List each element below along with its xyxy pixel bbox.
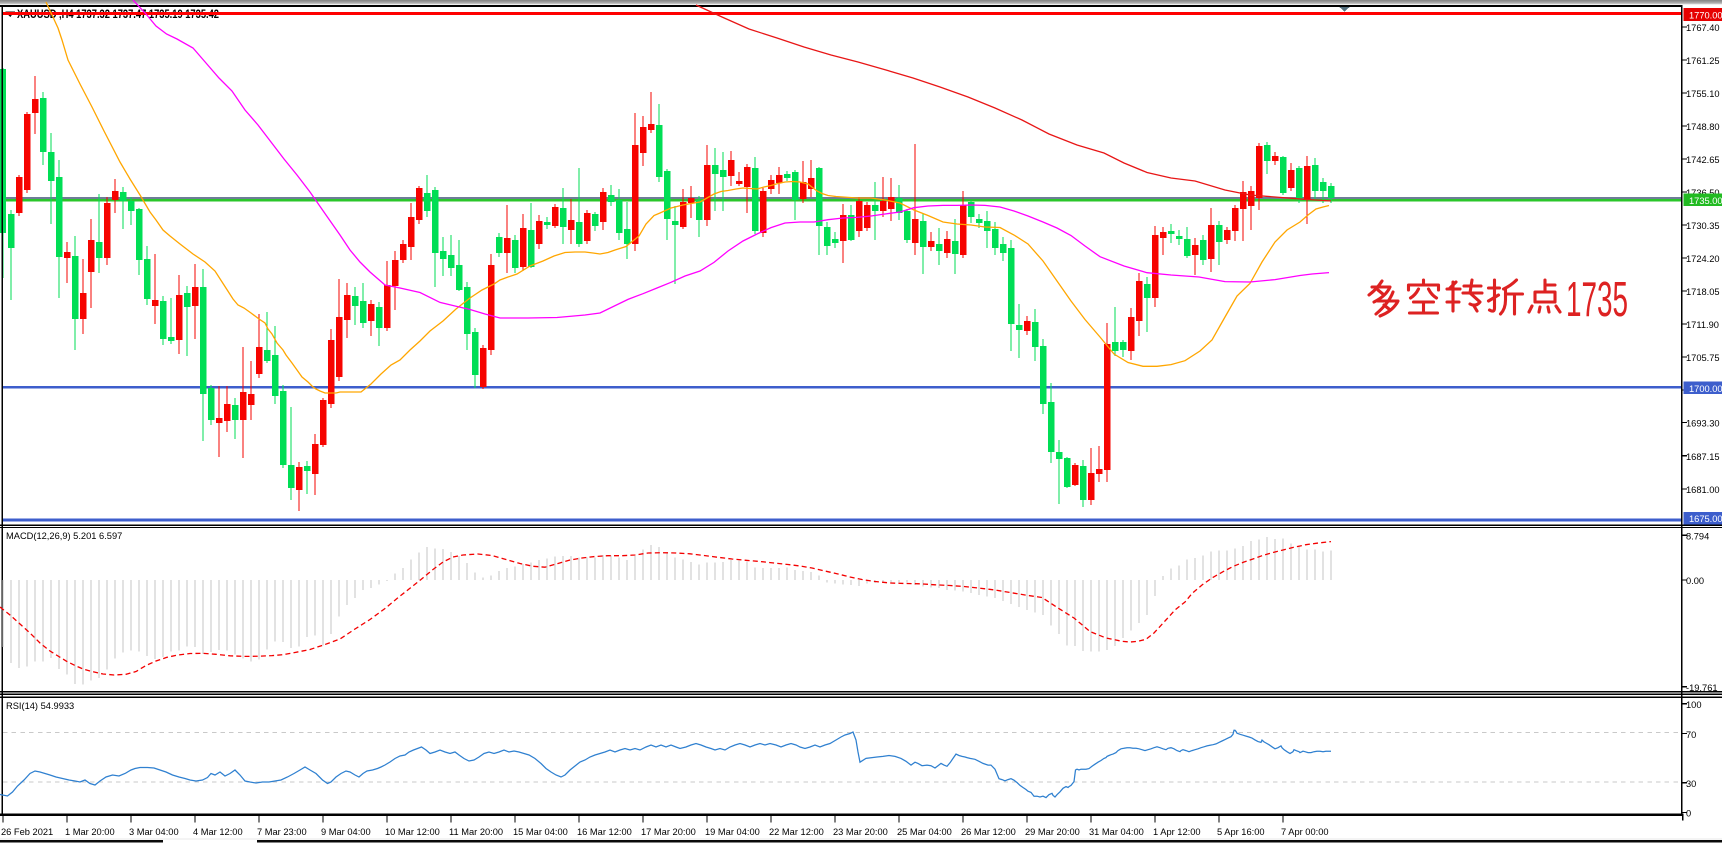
svg-text:29 Mar 20:00: 29 Mar 20:00: [1025, 827, 1080, 837]
svg-text:1767.40: 1767.40: [1686, 23, 1720, 33]
svg-text:26 Feb 2021: 26 Feb 2021: [1, 827, 53, 837]
svg-text:9 Mar 04:00: 9 Mar 04:00: [321, 827, 371, 837]
svg-text:1770.00: 1770.00: [1689, 11, 1722, 21]
svg-text:MACD(12,26,9) 5.201 6.597: MACD(12,26,9) 5.201 6.597: [6, 531, 122, 541]
svg-text:3 Mar 04:00: 3 Mar 04:00: [129, 827, 179, 837]
svg-text:1705.75: 1705.75: [1686, 353, 1720, 363]
svg-text:1718.05: 1718.05: [1686, 287, 1720, 297]
svg-text:11 Mar 20:00: 11 Mar 20:00: [449, 827, 503, 837]
svg-text:1 Mar 20:00: 1 Mar 20:00: [65, 827, 115, 837]
svg-text:1730.35: 1730.35: [1686, 221, 1720, 231]
svg-text:1675.00: 1675.00: [1689, 514, 1722, 524]
svg-text:19 Mar 04:00: 19 Mar 04:00: [705, 827, 760, 837]
svg-text:30: 30: [1686, 779, 1696, 789]
svg-text:1736.50: 1736.50: [1686, 188, 1720, 198]
svg-text:1735: 1735: [1566, 273, 1628, 327]
svg-text:16 Mar 12:00: 16 Mar 12:00: [577, 827, 632, 837]
svg-text:70: 70: [1686, 730, 1696, 740]
svg-text:1687.15: 1687.15: [1686, 452, 1720, 462]
svg-text:1735.00: 1735.00: [1689, 196, 1722, 206]
svg-text:100: 100: [1686, 700, 1702, 710]
svg-text:1755.10: 1755.10: [1686, 89, 1720, 99]
svg-text:1711.90: 1711.90: [1686, 320, 1719, 330]
svg-text:26 Mar 12:00: 26 Mar 12:00: [961, 827, 1016, 837]
svg-text:RSI(14) 54.9933: RSI(14) 54.9933: [6, 701, 74, 711]
svg-text:31 Mar 04:00: 31 Mar 04:00: [1089, 827, 1144, 837]
svg-text:22 Mar 12:00: 22 Mar 12:00: [769, 827, 824, 837]
svg-text:15 Mar 04:00: 15 Mar 04:00: [513, 827, 568, 837]
svg-text:1742.65: 1742.65: [1686, 155, 1720, 165]
svg-text:17 Mar 20:00: 17 Mar 20:00: [641, 827, 696, 837]
svg-text:10 Mar 12:00: 10 Mar 12:00: [385, 827, 440, 837]
svg-text:1761.25: 1761.25: [1686, 56, 1720, 66]
svg-text:25 Mar 04:00: 25 Mar 04:00: [897, 827, 952, 837]
svg-text:23 Mar 20:00: 23 Mar 20:00: [833, 827, 888, 837]
svg-text:-19.761: -19.761: [1686, 683, 1718, 693]
svg-text:1700.00: 1700.00: [1689, 384, 1722, 394]
svg-text:4 Mar 12:00: 4 Mar 12:00: [193, 827, 243, 837]
svg-text:1724.20: 1724.20: [1686, 254, 1720, 264]
svg-text:7 Mar 23:00: 7 Mar 23:00: [257, 827, 307, 837]
svg-text:5 Apr 16:00: 5 Apr 16:00: [1217, 827, 1265, 837]
svg-text:1681.00: 1681.00: [1686, 485, 1720, 495]
svg-text:1 Apr 12:00: 1 Apr 12:00: [1153, 827, 1201, 837]
svg-text:1748.80: 1748.80: [1686, 122, 1720, 132]
svg-text:0: 0: [1686, 809, 1691, 819]
svg-text:1693.30: 1693.30: [1686, 419, 1720, 429]
svg-text:8.794: 8.794: [1686, 532, 1709, 542]
svg-text:7 Apr 00:00: 7 Apr 00:00: [1281, 827, 1329, 837]
svg-text:0.00: 0.00: [1686, 576, 1704, 586]
